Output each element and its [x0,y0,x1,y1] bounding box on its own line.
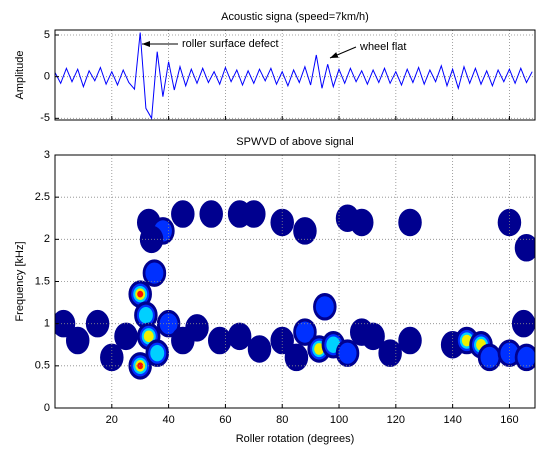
chart-title: SPWVD of above signal [236,136,353,148]
contour-level [143,330,154,343]
signal-line [54,32,533,120]
plot-area [55,200,535,380]
axes-frame [54,29,536,121]
x-tick-label: 100 [330,414,348,426]
contour-level [497,208,522,237]
contour-level [242,200,266,228]
contour-level [338,342,357,364]
contour-level [480,346,499,368]
contour-level [65,326,90,355]
contour-level [284,343,309,372]
y-tick-label: 1.5 [35,275,50,287]
contour-level [137,362,144,370]
x-tick-label: 80 [276,414,288,426]
y-tick-label: 5 [44,29,50,41]
contour-level [199,200,223,228]
axes-frame [54,154,536,409]
annotation: roller surface defect [182,38,279,50]
y-tick-label: -5 [40,112,50,124]
y-axis-label: Amplitude [14,51,26,100]
x-tick-label: 160 [500,414,518,426]
contour-level [207,326,232,355]
y-tick-label: 2.5 [35,191,50,203]
contour-level [150,344,165,362]
contour-level [100,343,124,372]
x-tick-label: 40 [162,414,174,426]
contour-level [315,296,334,318]
contour-level [398,326,422,355]
y-tick-label: 3 [44,149,50,161]
chart-title: Acoustic signa (speed=7km/h) [221,11,369,23]
contour-level [293,217,317,245]
contour-level [517,346,535,368]
contour-level [227,322,252,351]
contour-level [398,208,422,237]
contour-level [137,290,144,298]
x-tick-label: 140 [443,414,461,426]
y-tick-label: 0 [44,71,50,83]
x-tick-label: 60 [219,414,231,426]
annotation: wheel flat [359,41,406,53]
x-tick-label: 20 [106,414,118,426]
y-tick-label: 2 [44,233,50,245]
contour-level [514,234,535,262]
y-axis-label: Frequency [kHz] [14,241,26,321]
contour-level [247,335,272,363]
y-tick-label: 0.5 [35,360,50,372]
x-tick-label: 120 [387,414,405,426]
annotation-arrow [329,46,357,59]
x-axis-label: Roller rotation (degrees) [236,433,355,445]
contour-level [295,321,314,343]
contour-level [114,322,138,351]
contour-level [378,339,402,367]
contour-level [270,208,294,237]
contour-level [185,314,209,342]
contour-level [171,200,195,228]
contour-level [138,307,153,324]
contour-level [145,262,164,284]
y-tick-label: 1 [44,318,50,330]
contour-level [349,208,374,237]
y-tick-label: 0 [44,402,50,414]
